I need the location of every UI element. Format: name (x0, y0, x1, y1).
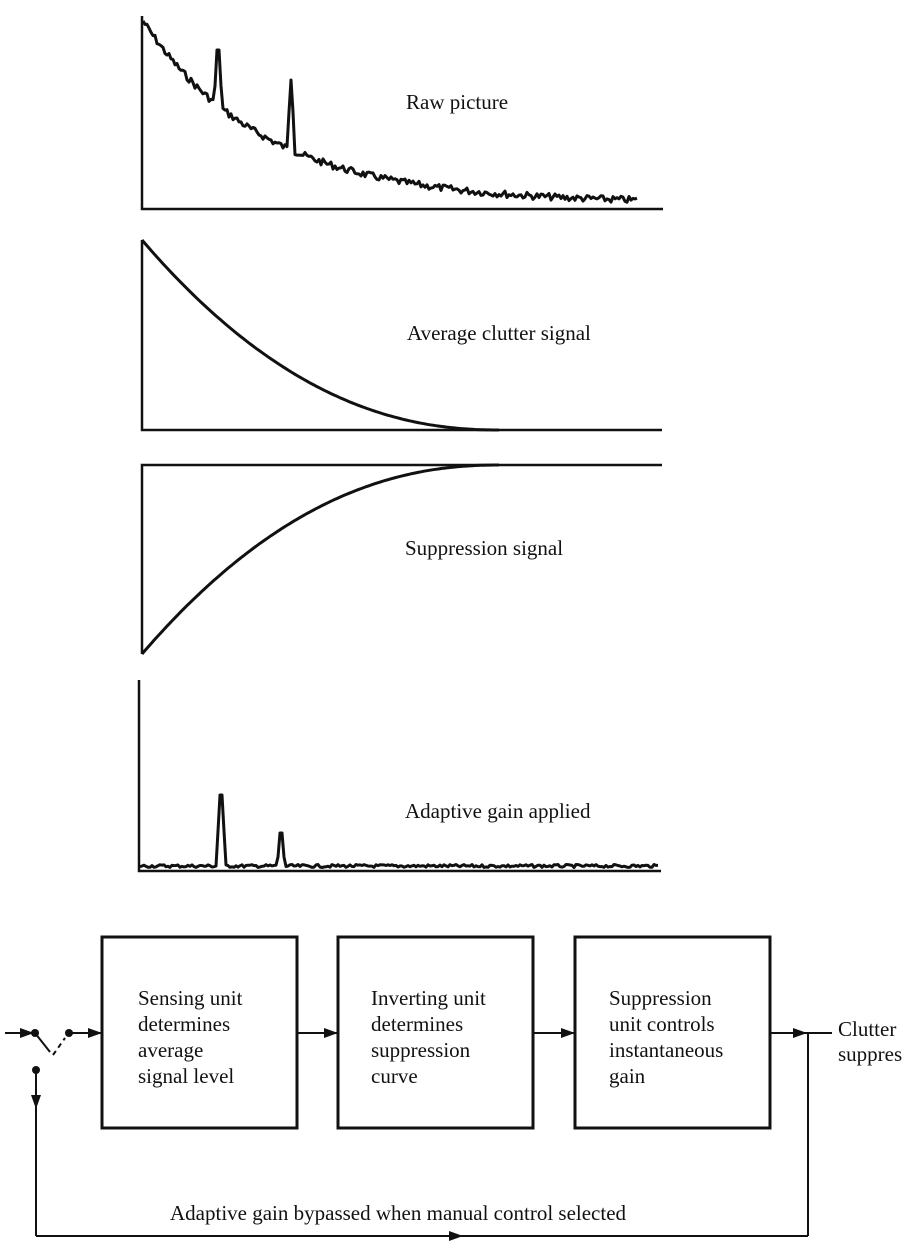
suppression-signal-curve (140, 463, 499, 655)
adaptive-gain-axes (137, 680, 661, 873)
block-diagram: Sensing unit determines average signal l… (5, 935, 902, 1241)
output-line-1: Clutter (838, 1017, 896, 1041)
suppression-unit-line: unit controls (609, 1012, 715, 1036)
adaptive-gain-trace (139, 793, 658, 869)
raw-picture-label: Raw picture (406, 90, 508, 114)
suppression-signal-label: Suppression signal (405, 536, 563, 560)
sensing-unit-line: signal level (138, 1064, 234, 1088)
suppression-unit-line: instantaneous (609, 1038, 723, 1062)
adaptive-gain-panel: Adaptive gain applied (137, 680, 661, 873)
suppression-unit-line: gain (609, 1064, 646, 1088)
inverting-unit-line: curve (371, 1064, 418, 1088)
suppression-signal-axes (140, 463, 662, 654)
inverting-unit-block (336, 935, 535, 1130)
sensing-unit-block (100, 935, 299, 1130)
inverting-unit-line: Inverting unit (371, 986, 486, 1010)
suppression-unit-text: Suppression unit controls instantaneous … (609, 986, 729, 1088)
raw-picture-panel: Raw picture (140, 16, 663, 211)
suppression-unit-line: Suppression (609, 986, 712, 1010)
suppression-unit-block (573, 935, 772, 1130)
inverting-unit-line: suppression (371, 1038, 471, 1062)
average-clutter-panel: Average clutter signal (140, 239, 662, 432)
suppression-signal-panel: Suppression signal (140, 463, 662, 655)
adaptive-gain-label: Adaptive gain applied (405, 799, 591, 823)
sensing-unit-line: Sensing unit (138, 986, 243, 1010)
average-clutter-curve (140, 239, 499, 432)
switch-bypass-node (32, 1066, 40, 1074)
inverting-unit-line: determines (371, 1012, 463, 1036)
sensing-unit-text: Sensing unit determines average signal l… (138, 986, 248, 1088)
raw-picture-axes (140, 16, 663, 211)
switch-blade (34, 1032, 51, 1053)
sensing-unit-line: determines (138, 1012, 230, 1036)
output-line-2: suppres (838, 1042, 902, 1066)
raw-picture-trace (141, 20, 638, 204)
bypass-label: Adaptive gain bypassed when manual contr… (170, 1201, 627, 1225)
inverting-unit-text: Inverting unit determines suppression cu… (371, 986, 491, 1088)
output-text: Clutter suppres (838, 1017, 902, 1066)
average-clutter-label: Average clutter signal (407, 321, 591, 345)
sensing-unit-line: average (138, 1038, 203, 1062)
switch-dashed-link (52, 1037, 66, 1056)
